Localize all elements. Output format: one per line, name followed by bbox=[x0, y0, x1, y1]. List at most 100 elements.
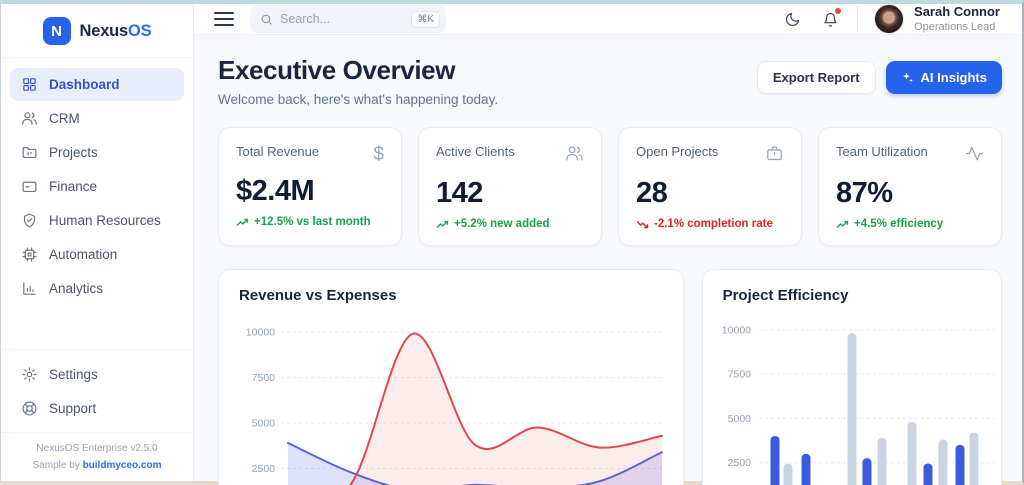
trending-down-icon bbox=[636, 220, 649, 229]
ai-insights-label: AI Insights bbox=[920, 70, 987, 85]
moon-icon bbox=[785, 12, 799, 26]
user-name: Sarah Connor bbox=[914, 4, 1000, 20]
grid-icon bbox=[23, 78, 36, 91]
chart-title: Project Efficiency bbox=[722, 287, 849, 304]
credit-text: Sample by buildmyceo.com bbox=[9, 460, 185, 471]
ai-insights-button[interactable]: AI Insights bbox=[885, 61, 1002, 94]
sidebar-item-label: Settings bbox=[49, 367, 98, 382]
sidebar-item-human-resources[interactable]: Human Resources bbox=[10, 204, 184, 237]
avatar bbox=[874, 4, 905, 34]
sidebar-item-dashboard[interactable]: Dashboard bbox=[10, 68, 184, 101]
search-shortcut-badge: ⌘K bbox=[411, 10, 440, 28]
sidebar-item-projects[interactable]: Projects bbox=[10, 136, 184, 169]
sidebar-item-support[interactable]: Support bbox=[10, 392, 184, 425]
export-report-button[interactable]: Export Report bbox=[756, 61, 876, 94]
app-window: N NexusOS Dashboard CRM Projects Finance bbox=[1, 4, 1022, 485]
credit-link[interactable]: buildmyceo.com bbox=[82, 460, 162, 471]
sidebar-footer: NexusOS Enterprise v2.5.0 Sample by buil… bbox=[1, 432, 193, 481]
trending-up-icon bbox=[236, 218, 249, 227]
users-icon bbox=[565, 144, 584, 168]
sidebar-item-crm[interactable]: CRM bbox=[10, 102, 184, 135]
main-area: ⌘K Sarah Connor Operations Lead bbox=[194, 4, 1022, 485]
stat-trend-label: +4.5% efficiency bbox=[854, 218, 944, 230]
trending-up-icon bbox=[836, 220, 849, 229]
project-efficiency-chart-card: Project Efficiency 10000 7500 5000 2500 bbox=[701, 269, 1002, 485]
logo-name: NexusOS bbox=[80, 22, 152, 41]
search-box[interactable]: ⌘K bbox=[250, 5, 446, 33]
sidebar-item-label: Finance bbox=[49, 179, 98, 194]
revenue-expenses-area-chart: 10000 7500 5000 2500 bbox=[246, 327, 665, 485]
topbar-actions: Sarah Connor Operations Lead bbox=[781, 4, 1000, 34]
sidebar-item-label: Human Resources bbox=[49, 213, 161, 228]
sidebar-item-automation[interactable]: Automation bbox=[10, 238, 184, 271]
charts-row: Revenue vs Expenses 10000 7500 5000 2500 Pr… bbox=[218, 269, 1002, 485]
svg-text:5000: 5000 bbox=[252, 418, 276, 430]
logo: N NexusOS bbox=[1, 4, 193, 58]
sidebar-item-label: Automation bbox=[49, 247, 118, 262]
sidebar-item-analytics[interactable]: Analytics bbox=[10, 272, 184, 305]
stat-card-team-utilization: Team Utilization 87% +4.5% efficiency bbox=[818, 127, 1002, 246]
sidebar-item-label: Analytics bbox=[49, 281, 104, 296]
logo-icon: N bbox=[42, 17, 71, 45]
stat-trend-label: +5.2% new added bbox=[454, 218, 550, 230]
sidebar-item-label: Projects bbox=[49, 145, 98, 160]
topbar-divider bbox=[857, 6, 859, 32]
svg-text:10000: 10000 bbox=[721, 324, 750, 336]
svg-text:7500: 7500 bbox=[727, 369, 751, 381]
stat-value: $2.4M bbox=[236, 175, 315, 207]
version-text: NexusOS Enterprise v2.5.0 bbox=[36, 443, 158, 454]
stat-label: Team Utilization bbox=[836, 144, 928, 159]
chart-title: Revenue vs Expenses bbox=[239, 287, 397, 304]
menu-toggle-button[interactable] bbox=[214, 12, 234, 26]
revenue-vs-expenses-chart-card: Revenue vs Expenses 10000 7500 5000 2500 bbox=[218, 269, 684, 485]
svg-text:10000: 10000 bbox=[246, 327, 275, 339]
sidebar-item-label: Dashboard bbox=[49, 77, 120, 92]
svg-text:2500: 2500 bbox=[252, 463, 276, 475]
svg-text:2500: 2500 bbox=[727, 457, 751, 469]
activity-icon bbox=[965, 144, 984, 168]
page-title: Executive Overview bbox=[218, 55, 456, 85]
bell-icon bbox=[823, 12, 837, 27]
folder-icon bbox=[22, 146, 37, 159]
stat-label: Active Clients bbox=[436, 144, 515, 159]
stat-card-total-revenue: Total Revenue $ $2.4M +12.5% vs last mon… bbox=[218, 127, 402, 246]
header-actions: Export Report AI Insights bbox=[756, 61, 1002, 94]
sidebar-item-label: Support bbox=[49, 401, 97, 416]
stat-label: Open Projects bbox=[636, 144, 719, 159]
topbar: ⌘K Sarah Connor Operations Lead bbox=[194, 4, 1022, 35]
search-input[interactable] bbox=[280, 12, 405, 26]
sidebar-nav: Dashboard CRM Projects Finance Human Res… bbox=[1, 58, 193, 306]
stat-trend: -2.1% completion rate bbox=[636, 218, 784, 230]
search-icon bbox=[261, 14, 272, 25]
stat-trend-label: +12.5% vs last month bbox=[254, 216, 371, 228]
trending-up-icon bbox=[436, 220, 449, 229]
stat-card-active-clients: Active Clients 142 +5.2% new added bbox=[418, 127, 602, 246]
credit-prefix: Sample by bbox=[32, 460, 83, 471]
stat-card-open-projects: Open Projects 28 -2.1% completion rate bbox=[618, 127, 802, 246]
stat-cards: Total Revenue $ $2.4M +12.5% vs last mon… bbox=[218, 127, 1002, 246]
page-subtitle: Welcome back, here's what's happening to… bbox=[218, 92, 499, 107]
sidebar-item-settings[interactable]: Settings bbox=[10, 358, 184, 391]
bar-chart-icon bbox=[23, 282, 36, 295]
dark-mode-toggle[interactable] bbox=[781, 8, 803, 30]
briefcase-icon bbox=[765, 144, 784, 168]
project-efficiency-bar-chart: 10000 7500 5000 2500 bbox=[721, 324, 995, 485]
notifications-button[interactable] bbox=[819, 8, 842, 30]
lifebuoy-icon bbox=[22, 401, 37, 416]
svg-text:7500: 7500 bbox=[252, 372, 276, 384]
stat-trend: +5.2% new added bbox=[436, 218, 584, 230]
users-icon bbox=[22, 112, 37, 125]
sidebar-item-finance[interactable]: Finance bbox=[10, 170, 184, 203]
stat-value: 142 bbox=[436, 177, 483, 209]
logo-name-primary: Nexus bbox=[79, 21, 129, 40]
user-menu[interactable]: Sarah Connor Operations Lead bbox=[874, 4, 1000, 34]
gear-icon bbox=[22, 367, 37, 382]
page-header: Executive Overview Welcome back, here's … bbox=[218, 55, 1002, 107]
notification-dot bbox=[835, 8, 842, 14]
sidebar-bottom: Settings Support bbox=[1, 349, 193, 432]
stat-value: 28 bbox=[636, 177, 668, 209]
sidebar-item-label: CRM bbox=[49, 111, 80, 126]
stat-value: 87% bbox=[836, 177, 893, 209]
user-role: Operations Lead bbox=[914, 20, 996, 33]
stat-label: Total Revenue bbox=[236, 144, 320, 159]
